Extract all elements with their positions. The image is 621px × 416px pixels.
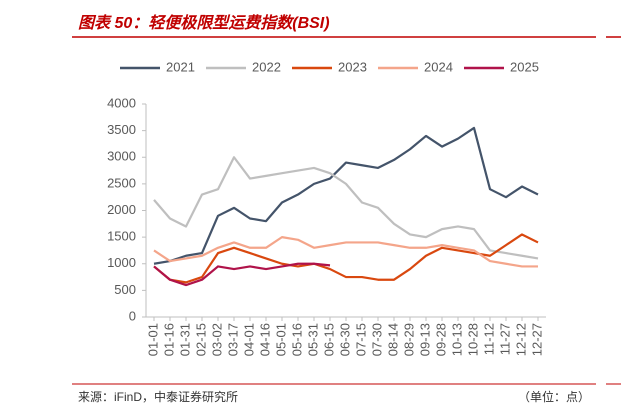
source: 来源：iFinD，中泰证券研究所 [78, 389, 238, 404]
y-tick-label: 3500 [107, 122, 136, 137]
x-tick-label: 10-13 [449, 323, 464, 356]
x-tick-label: 07-30 [369, 323, 384, 356]
x-tick-label: 12-27 [529, 323, 544, 356]
x-tick-label: 09-28 [433, 323, 448, 356]
x-tick-label: 02-15 [193, 323, 208, 356]
y-tick-label: 1500 [107, 229, 136, 244]
y-tick-label: 2000 [107, 202, 136, 217]
x-tick-label: 05-16 [289, 323, 304, 356]
y-tick-label: 3000 [107, 149, 136, 164]
series-line [153, 156, 539, 260]
x-tick-label: 01-16 [161, 323, 176, 356]
legend-label: 2023 [338, 59, 367, 74]
x-tick-label: 11-27 [497, 323, 512, 355]
series-line [153, 262, 331, 287]
y-tick-label: 0 [129, 308, 136, 323]
x-tick-label: 10-28 [465, 323, 480, 356]
series-line [153, 126, 539, 265]
unit: （单位：点） [518, 389, 590, 404]
x-tick-label: 05-01 [273, 323, 288, 356]
legend-label: 2024 [424, 59, 453, 74]
chart-title: 图表 50：轻便极限型运费指数(BSI) [78, 14, 330, 32]
legend-label: 2021 [166, 59, 195, 74]
series-line [153, 233, 539, 284]
x-tick-label: 07-15 [353, 323, 368, 356]
x-tick-label: 08-29 [401, 323, 416, 356]
x-tick-label: 06-30 [337, 323, 352, 356]
legend-label: 2022 [252, 59, 281, 74]
series-line [153, 236, 538, 268]
x-tick-label: 08-14 [385, 323, 400, 356]
x-tick-label: 04-01 [241, 323, 256, 356]
x-tick-label: 01-31 [177, 323, 192, 356]
x-tick-label: 09-13 [417, 323, 432, 356]
y-tick-label: 4000 [107, 95, 136, 110]
x-tick-label: 11-12 [481, 323, 496, 355]
x-tick-label: 06-15 [321, 323, 336, 356]
y-tick-label: 500 [114, 282, 136, 297]
x-tick-label: 12-12 [513, 323, 528, 356]
x-tick-label: 03-17 [225, 323, 240, 356]
x-tick-label: 03-02 [209, 323, 224, 356]
y-tick-label: 1000 [107, 255, 136, 270]
x-tick-label: 01-01 [145, 323, 160, 356]
x-tick-label: 04-16 [257, 323, 272, 356]
y-tick-label: 2500 [107, 175, 136, 190]
x-tick-label: 05-31 [305, 323, 320, 356]
legend-label: 2025 [510, 59, 539, 74]
